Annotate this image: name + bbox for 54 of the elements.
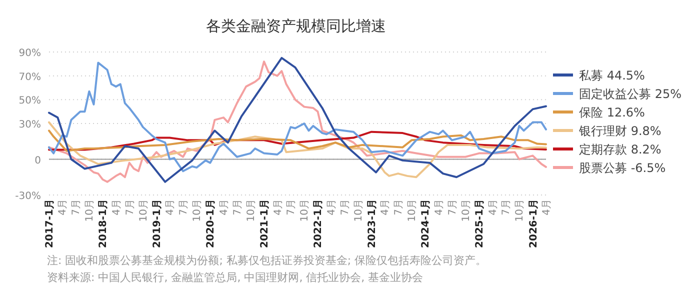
x-tick-label: 7月: [447, 199, 458, 216]
x-tick-label: 2018-1月: [98, 199, 110, 248]
legend-label: 私募 44.5%: [579, 68, 645, 82]
x-tick-label: 10月: [514, 199, 526, 222]
chart-title: 各类金融资产规模同比增速: [206, 17, 386, 35]
x-tick-label: 4月: [488, 199, 499, 216]
x-tick-label: 7月: [232, 199, 244, 216]
x-tick-label: 10月: [246, 199, 257, 222]
x-tick-label: 4月: [165, 199, 176, 216]
x-tick-label: 4月: [111, 199, 122, 216]
x-tick-label: 10月: [407, 199, 418, 222]
x-tick-label: 4月: [272, 199, 284, 216]
legend-label: 保险 12.6%: [579, 106, 645, 120]
x-tick-label: 10月: [138, 199, 150, 222]
x-tick-label: 10月: [353, 199, 364, 222]
x-tick-label: 7月: [394, 199, 405, 216]
y-tick-label: -30%: [15, 191, 41, 202]
x-tick-label: 2019-1月: [152, 199, 163, 248]
x-tick-label: 2025-1月: [474, 199, 486, 248]
x-tick-label: 10月: [460, 199, 472, 222]
x-tick-label: 7月: [178, 199, 190, 216]
legend-label: 银行理财 9.8%: [578, 124, 662, 138]
x-tick-label: 2022-1月: [313, 199, 324, 248]
y-tick-label: 0: [34, 155, 41, 166]
legend-label: 固定收益公募 25%: [579, 87, 682, 101]
x-tick-label: 10月: [84, 199, 96, 222]
x-tick-label: 4月: [326, 199, 338, 216]
x-tick-label: 7月: [124, 199, 136, 216]
x-tick-label: 4月: [380, 199, 392, 216]
y-tick-label: 50%: [18, 96, 41, 107]
y-tick-label: 30%: [18, 120, 41, 130]
text: 资料来源: 中国人民银行, 金融监管总局, 中国理财网, 信托业协会, 基金业协会: [47, 271, 424, 284]
x-tick-label: 10月: [192, 199, 204, 222]
legend-label: 定期存款 8.2%: [579, 142, 662, 156]
line-series: [48, 121, 547, 178]
x-tick-label: 7月: [286, 199, 298, 216]
x-tick-label: 2017-1月: [44, 199, 56, 248]
x-tick-label: 4月: [434, 199, 446, 216]
x-tick-label: 2021-1月: [260, 199, 271, 248]
x-tick-label: 2024-1月: [420, 199, 432, 248]
x-tick-label: 7月: [340, 199, 351, 216]
x-tick-label: 4月: [58, 199, 69, 216]
x-tick-label: 2026-1月: [528, 199, 540, 248]
x-tick-label: 4月: [542, 199, 552, 216]
x-tick-label: 2023-1月: [366, 199, 378, 248]
legend-label: 股票公募 -6.5%: [579, 161, 666, 175]
x-tick-label: 7月: [501, 199, 512, 216]
x-tick-label: 10月: [300, 199, 311, 222]
x-tick-label: 7月: [71, 199, 82, 216]
x-tick-label: 4月: [219, 199, 230, 216]
y-tick-label: 70%: [18, 72, 41, 83]
text: 注: 固收和股票公募基金规模为份额; 私募仅包括证券投资基金; 保险仅包括寿险公司资产。: [47, 254, 487, 267]
x-tick-label: 2020-1月: [206, 199, 217, 248]
y-tick-label: 90%: [18, 48, 41, 59]
